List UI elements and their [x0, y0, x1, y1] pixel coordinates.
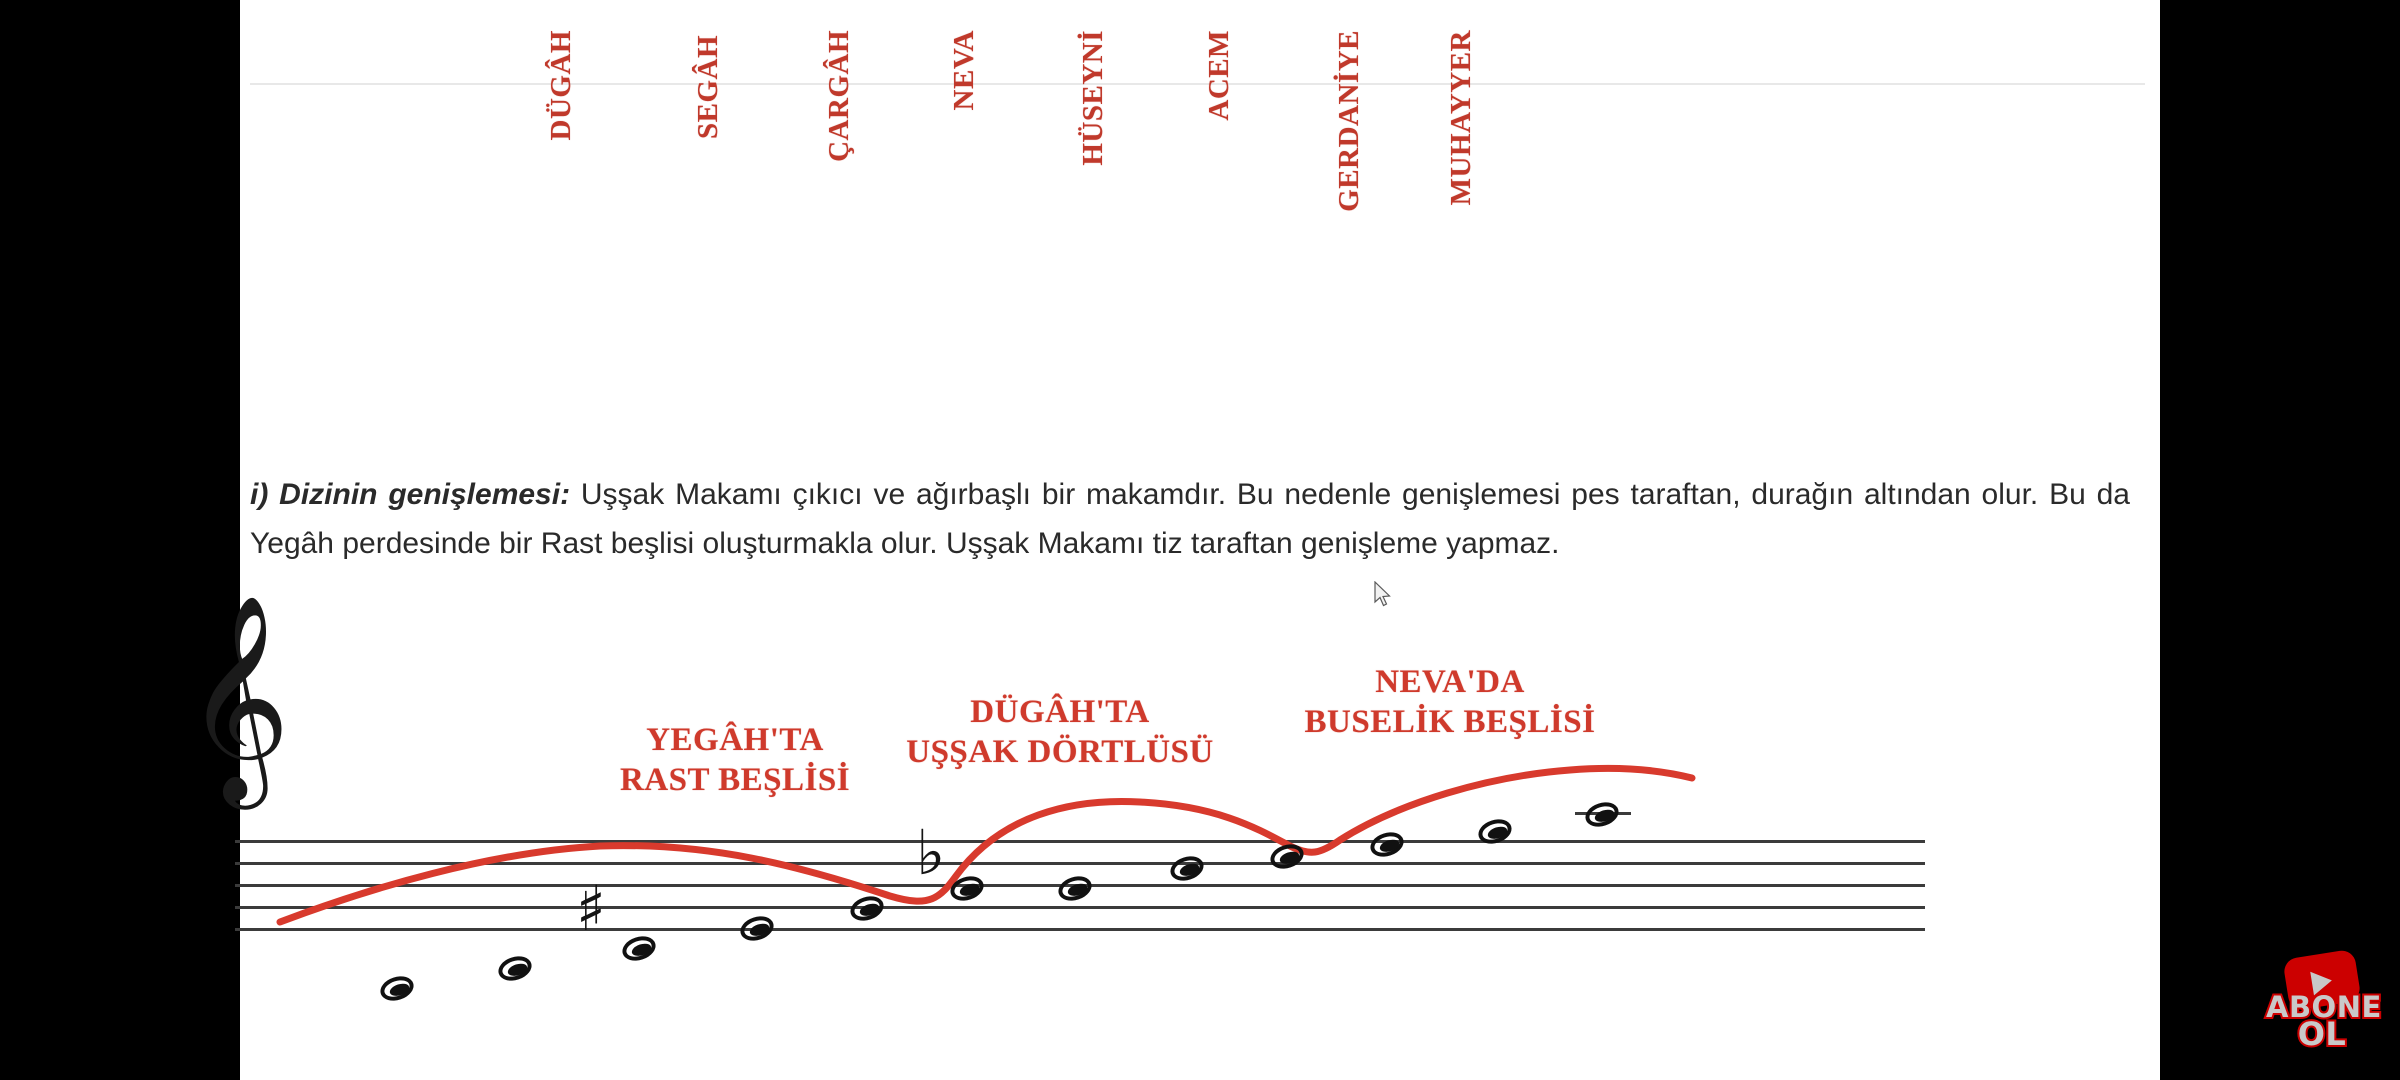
note-huseyni-asiran: [495, 952, 535, 985]
note-cargah: [1055, 872, 1095, 905]
body-paragraph: i) Dizinin genişlemesi: Uşşak Makamı çık…: [250, 470, 2130, 568]
perde-label-neva: NEVA: [948, 30, 980, 111]
paragraph-lead: i) Dizinin genişlemesi:: [250, 478, 571, 511]
note-dugah: [847, 892, 887, 925]
sharp-accidental: ♯: [576, 872, 607, 945]
mouse-cursor: [1374, 581, 1391, 607]
letterbox-bar-right: [2160, 0, 2400, 1080]
note-yegah: [377, 972, 417, 1005]
note-huseyni: [1267, 840, 1307, 873]
koma-bemol-accidental: ♭: [916, 816, 946, 889]
perde-label-dugah: DÜGÂH: [545, 30, 577, 141]
note-acem: [1367, 828, 1407, 861]
subscribe-label-line2: OL: [2296, 1015, 2348, 1053]
perde-label-acem: ACEM: [1203, 30, 1235, 121]
annotation-dugah-ussak: DÜGÂH'TA UŞŞAK DÖRTLÜSÜ: [860, 692, 1260, 772]
note-muhayyer: [1582, 798, 1622, 831]
annotation-dugah-ussak-line2: UŞŞAK DÖRTLÜSÜ: [906, 734, 1214, 770]
staff-line-1: [235, 840, 1925, 843]
note-rast: [737, 912, 777, 945]
annotation-neva-buselik-line1: NEVA'DA: [1375, 664, 1525, 700]
perde-label-row: DÜGÂH SEGÂH ÇARGÂH NEVA HÜSEYNİ ACEM GER…: [240, 0, 2160, 340]
annotation-dugah-ussak-line1: DÜGÂH'TA: [970, 694, 1150, 730]
letterbox-bar-left: [0, 0, 240, 1080]
staff-line-4: [235, 906, 1925, 909]
note-neva: [1167, 852, 1207, 885]
perde-label-gerdaniye: GERDANİYE: [1333, 30, 1365, 212]
annotation-neva-buselik: NEVA'DA BUSELİK BEŞLİSİ: [1260, 662, 1640, 742]
perde-label-segah: SEGÂH: [692, 35, 724, 140]
staff-line-5: [235, 928, 1925, 931]
document-page: DÜGÂH SEGÂH ÇARGÂH NEVA HÜSEYNİ ACEM GER…: [185, 0, 2160, 1080]
page-top-rule: [250, 83, 2145, 85]
paragraph-body: Uşşak Makamı çıkıcı ve ağırbaşlı bir mak…: [250, 478, 2130, 560]
annotation-yegah-rast-line1: YEGÂH'TA: [646, 722, 824, 758]
note-acem-asiran: [619, 932, 659, 965]
note-segah: [947, 872, 987, 905]
music-staff: 𝄞 ♯ ♭: [185, 608, 2160, 1080]
perde-label-huseyni: HÜSEYNİ: [1077, 30, 1109, 166]
subscribe-watermark[interactable]: ABONE OL: [2264, 948, 2383, 1062]
perde-label-cargah: ÇARGÂH: [823, 30, 855, 162]
staff-line-2: [235, 862, 1925, 865]
subscribe-label-line1: ABONE: [2264, 990, 2383, 1024]
perde-label-muhayyer: MUHAYYER: [1445, 30, 1477, 206]
treble-clef-icon: 𝄞: [185, 593, 291, 800]
annotation-neva-buselik-line2: BUSELİK BEŞLİSİ: [1304, 704, 1596, 740]
